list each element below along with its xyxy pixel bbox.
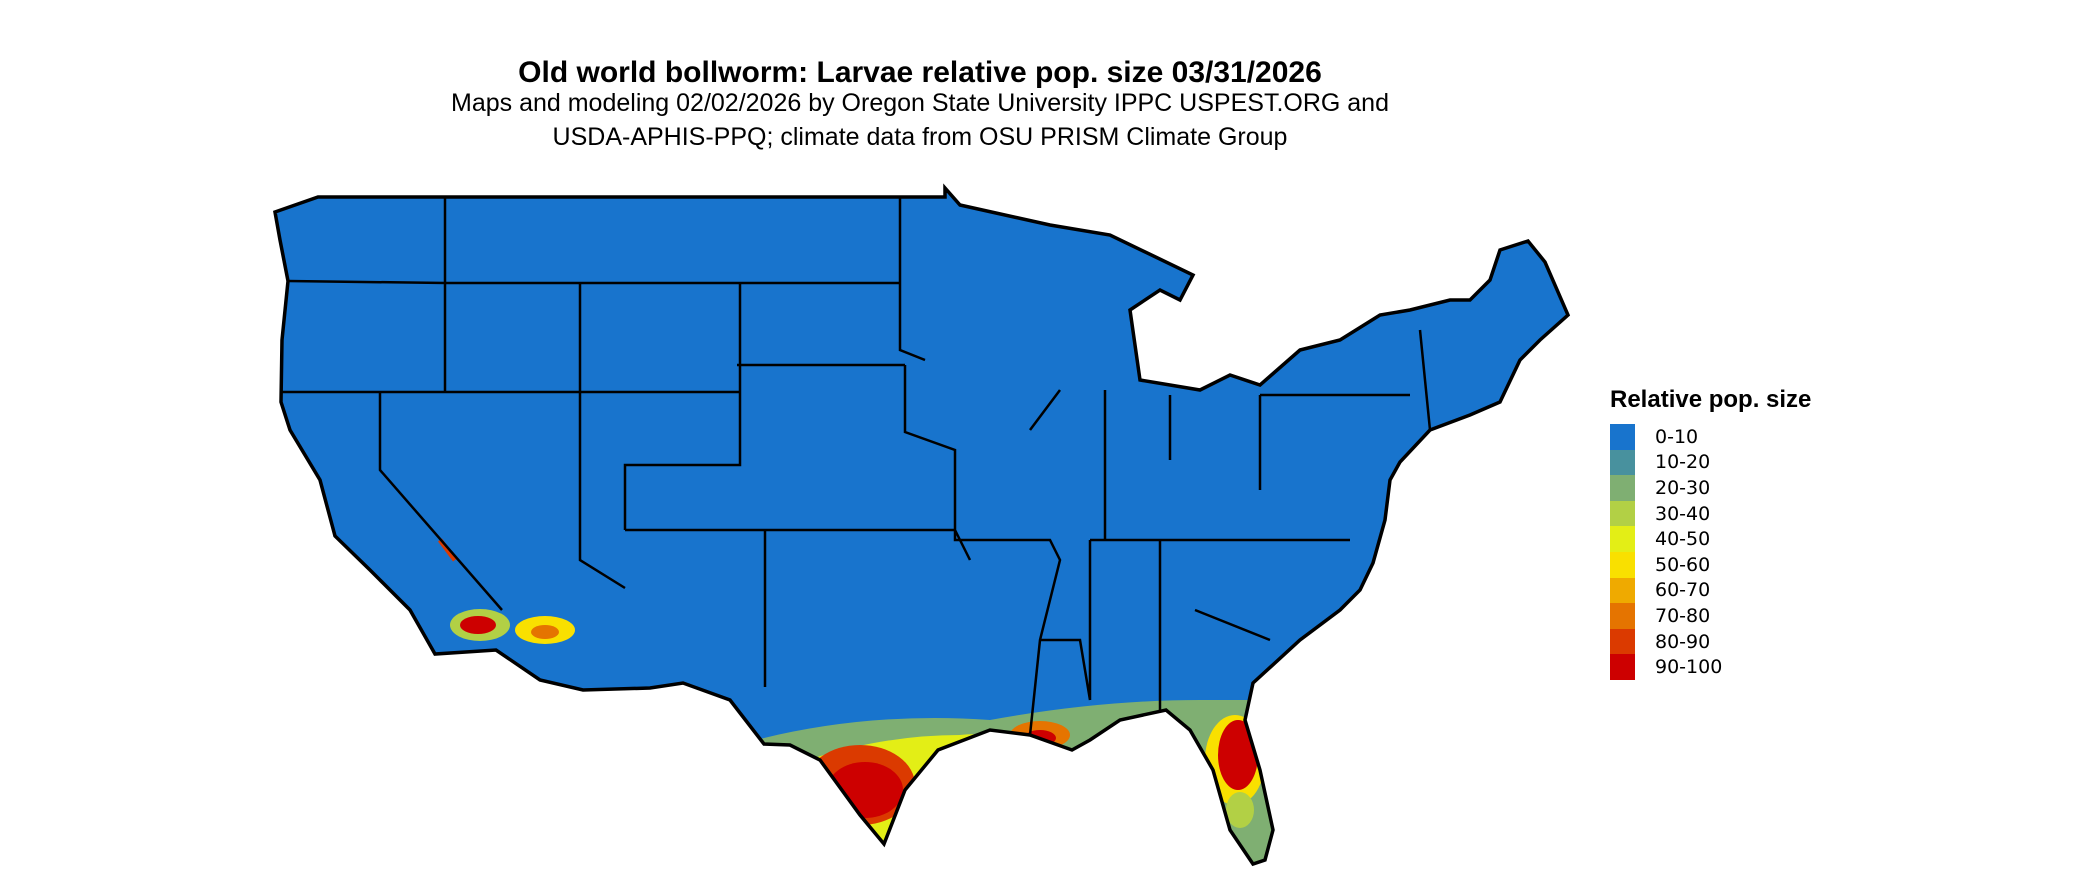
legend-swatch [1610,603,1635,629]
legend-swatch [1610,424,1635,450]
legend-swatch [1610,628,1635,655]
legend-title: Relative pop. size [1610,386,1812,413]
legend-swatch [1610,449,1635,476]
legend-item: 10-20 [1610,449,1811,476]
legend-item: 60-70 [1610,577,1811,604]
map-subtitle: Maps and modeling 02/02/2026 by Oregon S… [0,86,1840,154]
legend-label: 40-50 [1655,528,1711,551]
subtitle-line-2: USDA-APHIS-PPQ; climate data from OSU PR… [552,123,1288,151]
legend-label: 30-40 [1655,502,1711,525]
legend-label: 0-10 [1655,425,1699,448]
legend-label: 90-100 [1655,656,1723,679]
legend-item: 80-90 [1610,628,1811,655]
legend-item: 50-60 [1610,551,1811,578]
subtitle-line-1: Maps and modeling 02/02/2026 by Oregon S… [451,89,1389,117]
legend-label: 50-60 [1655,553,1711,576]
legend-item: 0-10 [1610,424,1811,450]
legend-item: 70-80 [1610,603,1811,629]
legend-swatch [1610,475,1635,501]
legend-label: 70-80 [1655,604,1711,627]
legend-item: 20-30 [1610,475,1811,501]
legend-swatch [1610,526,1635,552]
legend-label: 20-30 [1655,476,1711,499]
legend: Relative pop. size 0-10 10-20 20-30 30-40 40… [1610,386,1811,680]
legend-label: 10-20 [1655,451,1711,474]
map-title: Old world bollworm: Larvae relative pop.… [518,56,1322,89]
legend-swatch [1610,551,1635,578]
legend-swatch [1610,577,1635,604]
legend-label: 80-90 [1655,630,1711,653]
legend-item: 90-100 [1610,654,1811,680]
legend-item: 30-40 [1610,500,1811,527]
legend-swatch [1610,654,1635,680]
legend-label: 60-70 [1655,579,1711,602]
legend-item: 40-50 [1610,526,1811,552]
legend-swatch [1610,500,1635,527]
state-borders [273,186,1570,866]
